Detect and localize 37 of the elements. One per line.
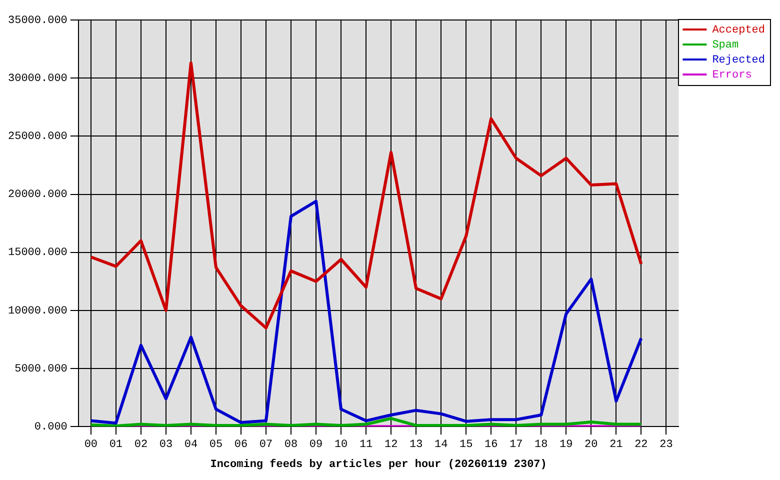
x-tick-label: 16: [484, 439, 498, 452]
x-tick-label: 09: [309, 439, 323, 452]
y-tick-label: 20000.000: [8, 189, 68, 202]
x-tick-label: 18: [534, 439, 548, 452]
x-tick-label: 17: [510, 439, 523, 452]
x-tick-label: 15: [459, 439, 473, 452]
legend-label: Accepted: [712, 24, 766, 36]
y-tick-label: 30000.000: [8, 72, 68, 85]
x-tick-label: 19: [560, 439, 573, 452]
x-tick-label: 04: [184, 439, 198, 452]
y-tick-label: 25000.000: [8, 131, 68, 144]
x-tick-label: 22: [634, 439, 648, 452]
legend-label: Rejected: [712, 54, 766, 66]
x-tick-label: 01: [109, 439, 123, 452]
y-tick-label: 10000.000: [8, 305, 68, 318]
x-tick-label: 23: [660, 439, 673, 452]
x-tick-label: 21: [610, 439, 624, 452]
y-tick-label: 15000.000: [8, 247, 68, 260]
y-tick-label: 35000.000: [8, 14, 68, 27]
y-tick-label: 5000.000: [14, 363, 68, 376]
x-tick-label: 00: [84, 439, 98, 452]
x-tick-label: 20: [584, 439, 598, 452]
x-tick-label: 06: [234, 439, 248, 452]
x-tick-label: 05: [209, 439, 223, 452]
x-tick-label: 11: [359, 439, 374, 452]
x-tick-label: 08: [284, 439, 298, 452]
x-tick-label: 13: [409, 439, 423, 452]
legend-label: Spam: [712, 39, 739, 52]
x-tick-label: 10: [334, 439, 348, 452]
x-tick-label: 07: [259, 439, 273, 452]
x-tick-label: 12: [384, 439, 398, 452]
x-tick-label: 14: [434, 439, 448, 452]
x-tick-label: 03: [159, 439, 173, 452]
legend-label: Errors: [712, 69, 752, 82]
x-axis-title: Incoming feeds by articles per hour (20260119 2307): [210, 458, 547, 472]
x-tick-label: 02: [134, 439, 148, 452]
y-tick-label: 0.000: [34, 422, 68, 434]
